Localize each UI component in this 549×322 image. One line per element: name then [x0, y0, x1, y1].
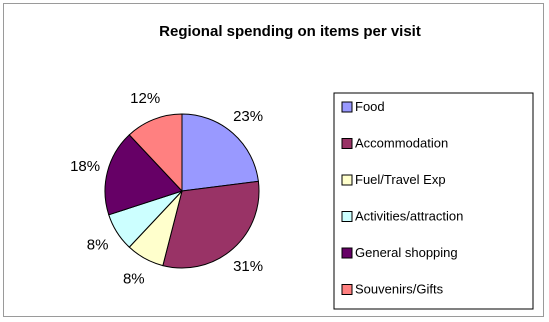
pie-slice-accommodation: [162, 180, 260, 269]
legend-label-fuel-travel-exp: Fuel/Travel Exp: [355, 172, 446, 187]
data-label-fuel-travel-exp: 8%: [123, 271, 145, 288]
data-labels: 23% 31% 8% 8% 18% 12%: [70, 90, 263, 288]
legend-label-accommodation: Accommodation: [355, 136, 448, 151]
legend-swatch-accommodation: [341, 138, 353, 149]
pie-slice-general-shopping: [104, 134, 183, 216]
chart-title: Regional spending on items per visit: [159, 23, 421, 40]
legend-swatch-activities-attraction: [341, 211, 353, 222]
data-label-activities-attraction: 8%: [87, 237, 109, 254]
legend-label-souvenirs-gifts: Souvenirs/Gifts: [355, 282, 444, 297]
legend: Food Accommodation Fuel/Travel Exp Activiti…: [341, 99, 463, 297]
legend-box: [333, 92, 534, 310]
legend-swatch-souvenirs-gifts: [341, 284, 353, 295]
data-label-food: 23%: [233, 108, 263, 125]
data-label-general-shopping: 18%: [70, 158, 100, 175]
pie-slice-food: [181, 113, 259, 192]
pie-slice-souvenirs-gifts: [128, 113, 183, 193]
legend-swatch-general-shopping: [341, 247, 353, 259]
legend-swatch-fuel-travel-exp: [341, 174, 353, 186]
legend-label-general-shopping: General shopping: [355, 245, 458, 260]
legend-label-activities-attraction: Activities/attraction: [355, 209, 463, 224]
data-label-souvenirs-gifts: 12%: [130, 90, 160, 107]
data-label-accommodation: 31%: [233, 258, 263, 275]
legend-label-food: Food: [355, 99, 385, 114]
legend-swatch-food: [341, 101, 353, 113]
pie-slices: [104, 113, 260, 269]
chart-frame: Regional spending on items per visit 23%…: [3, 3, 544, 317]
pie-chart: Regional spending on items per visit 23%…: [70, 23, 534, 310]
